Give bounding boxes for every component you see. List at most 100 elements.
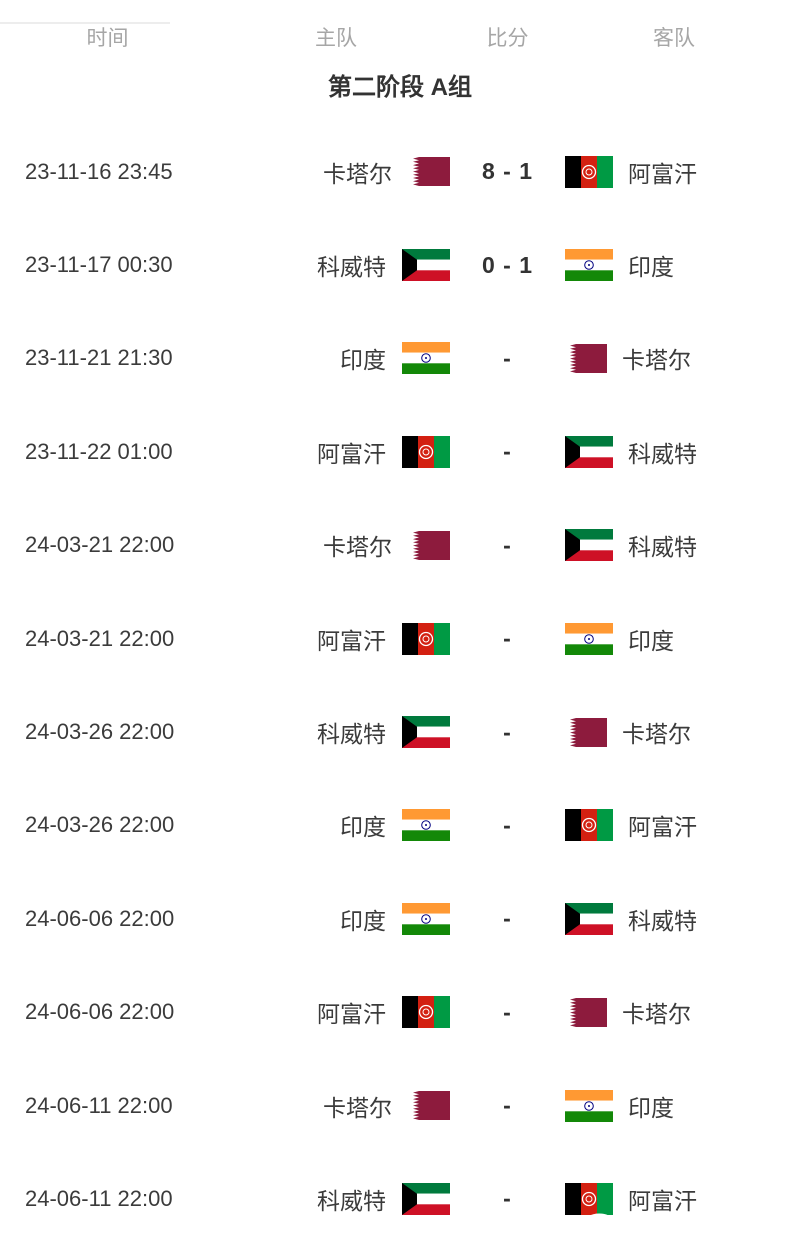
away-team-cell: 科威特 <box>565 435 800 469</box>
home-team-cell: 卡塔尔 <box>240 528 450 562</box>
home-team-cell: 阿富汗 <box>240 622 450 656</box>
flag-qatar-icon <box>408 1091 450 1120</box>
match-score: - <box>503 1185 512 1212</box>
match-row[interactable]: 24-06-11 22:00 科威特 - 阿富汗 <box>0 1152 800 1245</box>
away-team-name: 卡塔尔 <box>622 347 691 374</box>
flag-india-icon <box>565 623 613 655</box>
match-row[interactable]: 23-11-21 21:30 印度 - 卡塔尔 <box>0 312 800 405</box>
home-team-cell: 科威特 <box>240 715 450 749</box>
match-row[interactable]: 24-03-21 22:00 阿富汗 - 印度 <box>0 592 800 685</box>
away-team-name: 卡塔尔 <box>622 1001 691 1028</box>
match-score: 0 - 1 <box>481 251 534 278</box>
home-team-cell: 印度 <box>240 808 450 842</box>
away-team-cell: 阿富汗 <box>565 155 800 189</box>
match-row[interactable]: 24-03-26 22:00 科威特 - 卡塔尔 <box>0 685 800 778</box>
home-team-name: 阿富汗 <box>317 440 386 467</box>
home-team-name: 卡塔尔 <box>323 160 392 187</box>
table-header: 时间 主队 比分 客队 <box>0 22 800 52</box>
match-row[interactable]: 24-06-06 22:00 印度 - 科威特 <box>0 872 800 965</box>
match-time: 24-06-11 22:00 <box>25 1092 173 1118</box>
home-team-cell: 卡塔尔 <box>240 1089 450 1123</box>
home-team-name: 卡塔尔 <box>323 1094 392 1121</box>
match-time: 24-06-06 22:00 <box>25 905 175 931</box>
home-team-cell: 科威特 <box>240 1182 450 1216</box>
match-score: - <box>503 625 512 652</box>
section-title: 第二阶段 A组 <box>328 74 472 101</box>
away-team-cell: 印度 <box>565 622 800 656</box>
home-team-cell: 印度 <box>240 341 450 375</box>
match-row[interactable]: 24-03-21 22:00 卡塔尔 - 科威特 <box>0 499 800 592</box>
match-row[interactable]: 24-06-11 22:00 卡塔尔 - 印度 <box>0 1059 800 1152</box>
match-time: 24-03-21 22:00 <box>25 625 175 651</box>
home-team-name: 阿富汗 <box>317 627 386 654</box>
away-team-name: 科威特 <box>628 534 697 561</box>
column-header-away: 客队 <box>653 27 695 50</box>
flag-afghanistan-icon <box>402 436 450 468</box>
flag-kuwait-icon <box>402 249 450 281</box>
match-score: - <box>503 998 512 1025</box>
flag-afghanistan-icon <box>565 156 613 188</box>
match-score: - <box>503 718 512 745</box>
match-row[interactable]: 23-11-16 23:45 卡塔尔 8 - 1 阿富汗 <box>0 125 800 218</box>
match-row[interactable]: 23-11-17 00:30 科威特 0 - 1 印度 <box>0 218 800 311</box>
match-list: 23-11-16 23:45 卡塔尔 8 - 1 阿富汗 23-11-17 00… <box>0 125 800 1246</box>
away-team-cell: 卡塔尔 <box>565 341 800 375</box>
home-team-cell: 卡塔尔 <box>240 155 450 189</box>
flag-qatar-icon <box>565 998 607 1027</box>
away-team-name: 印度 <box>628 627 674 654</box>
home-team-cell: 印度 <box>240 902 450 936</box>
away-team-cell: 阿富汗 <box>565 808 800 842</box>
match-time: 24-06-11 22:00 <box>25 1185 173 1211</box>
match-row[interactable]: 24-06-06 22:00 阿富汗 - 卡塔尔 <box>0 966 800 1059</box>
away-team-name: 阿富汗 <box>628 160 697 187</box>
away-team-cell: 印度 <box>565 248 800 282</box>
flag-kuwait-icon <box>402 1183 450 1215</box>
home-team-cell: 阿富汗 <box>240 435 450 469</box>
match-time: 24-03-26 22:00 <box>25 719 175 745</box>
away-team-name: 阿富汗 <box>628 814 697 841</box>
home-team-name: 卡塔尔 <box>323 534 392 561</box>
home-team-name: 印度 <box>340 907 386 934</box>
flag-afghanistan-icon <box>565 1183 613 1215</box>
home-team-name: 阿富汗 <box>317 1001 386 1028</box>
away-team-name: 科威特 <box>628 440 697 467</box>
flag-afghanistan-icon <box>402 623 450 655</box>
home-team-name: 科威特 <box>317 1187 386 1214</box>
flag-india-icon <box>402 342 450 374</box>
away-team-cell: 阿富汗 <box>565 1182 800 1216</box>
match-row[interactable]: 23-11-22 01:00 阿富汗 - 科威特 <box>0 405 800 498</box>
match-row[interactable]: 24-03-26 22:00 印度 - 阿富汗 <box>0 779 800 872</box>
top-divider <box>0 22 170 24</box>
match-score: - <box>503 1092 512 1119</box>
flag-qatar-icon <box>408 531 450 560</box>
flag-qatar-icon <box>565 344 607 373</box>
match-time: 24-03-26 22:00 <box>25 812 175 838</box>
home-team-name: 印度 <box>340 347 386 374</box>
flag-india-icon <box>402 809 450 841</box>
match-score: - <box>503 811 512 838</box>
away-team-cell: 卡塔尔 <box>565 995 800 1029</box>
match-time: 23-11-21 21:30 <box>25 345 173 371</box>
away-team-name: 阿富汗 <box>628 1187 697 1214</box>
home-team-name: 印度 <box>340 814 386 841</box>
away-team-cell: 卡塔尔 <box>565 715 800 749</box>
match-time: 24-06-06 22:00 <box>25 999 175 1025</box>
match-time: 24-03-21 22:00 <box>25 532 175 558</box>
away-team-cell: 印度 <box>565 1089 800 1123</box>
flag-india-icon <box>565 249 613 281</box>
match-time: 23-11-22 01:00 <box>25 438 173 464</box>
home-team-name: 科威特 <box>317 254 386 281</box>
flag-india-icon <box>402 903 450 935</box>
flag-afghanistan-icon <box>402 996 450 1028</box>
match-score: - <box>503 344 512 371</box>
match-score: - <box>503 905 512 932</box>
home-team-name: 科威特 <box>317 721 386 748</box>
away-team-name: 印度 <box>628 1094 674 1121</box>
home-team-cell: 阿富汗 <box>240 995 450 1029</box>
flag-qatar-icon <box>408 157 450 186</box>
match-score: - <box>503 531 512 558</box>
match-time: 23-11-16 23:45 <box>25 158 173 184</box>
away-team-name: 卡塔尔 <box>622 721 691 748</box>
match-score: - <box>503 438 512 465</box>
column-header-home: 主队 <box>315 27 357 50</box>
